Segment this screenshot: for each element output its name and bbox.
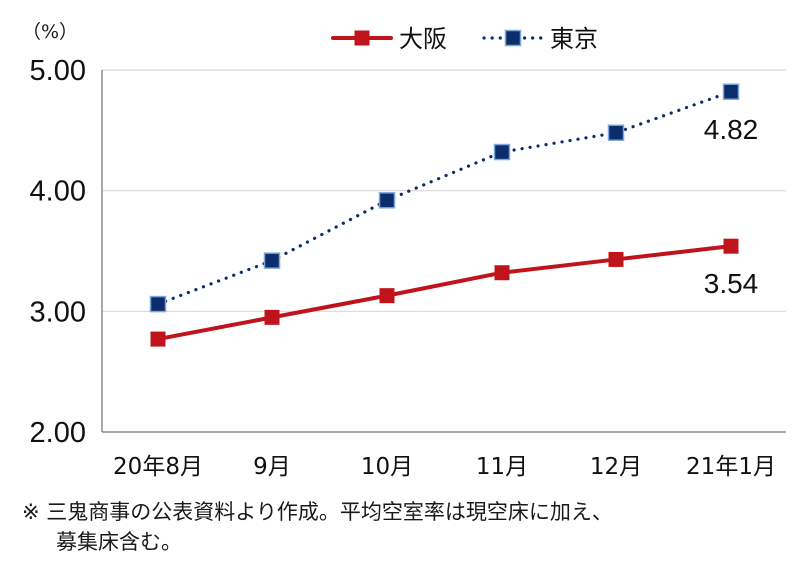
- series-line-0: [156, 244, 733, 342]
- x-tick-label: 12月: [590, 454, 642, 480]
- series-point: [722, 83, 740, 100]
- series-point: [263, 252, 281, 269]
- series-point: [723, 238, 739, 254]
- footnote-line-2: 募集床含む。: [56, 530, 182, 554]
- series-point: [150, 331, 166, 347]
- x-tick-label: 11月: [476, 454, 528, 480]
- y-unit-label: （%）: [22, 21, 78, 43]
- series-line-1: [156, 90, 733, 306]
- data-label: 4.82: [704, 114, 759, 145]
- series-point: [149, 295, 167, 313]
- x-tick-label: 10月: [361, 454, 413, 480]
- series-point: [608, 251, 624, 267]
- legend-marker: [504, 29, 522, 47]
- series-point: [264, 309, 280, 325]
- gridlines: [102, 69, 786, 312]
- y-tick-label: 3.00: [30, 296, 86, 328]
- legend-marker: [354, 30, 370, 46]
- x-tick-label: 21年1月: [686, 454, 776, 480]
- legend-label: 東京: [550, 25, 598, 53]
- series-point: [494, 265, 510, 281]
- y-tick-label: 5.00: [30, 55, 86, 87]
- series: [149, 83, 740, 347]
- y-tick-labels: 2.00 3.00 4.00 5.00: [30, 55, 86, 449]
- axes: [101, 70, 786, 433]
- y-tick-label: 4.00: [30, 176, 86, 208]
- x-tick-label: 9月: [253, 454, 291, 480]
- series-point: [493, 143, 511, 161]
- footnote-line-1: ※ 三鬼商事の公表資料より作成。平均空室率は現空床に加え、: [22, 500, 613, 524]
- x-tick-labels: 20年8月 9月 10月 11月 12月 21年1月: [113, 454, 776, 480]
- series-point: [378, 192, 396, 209]
- x-tick-label: 20年8月: [113, 454, 203, 480]
- y-tick-label: 2.00: [30, 417, 86, 449]
- data-label: 3.54: [704, 268, 759, 299]
- series-point: [379, 288, 395, 304]
- legend-label: 大阪: [399, 25, 447, 53]
- series-point: [607, 124, 625, 141]
- legend: 大阪 東京: [331, 25, 598, 53]
- data-labels: 3.54 4.82: [704, 114, 759, 299]
